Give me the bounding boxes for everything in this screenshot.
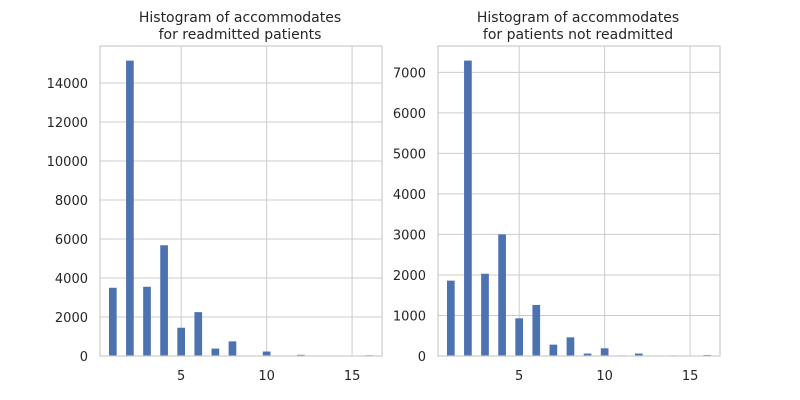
histogram-bar xyxy=(583,353,592,356)
axes-frame xyxy=(437,45,721,357)
histogram-bar xyxy=(211,348,220,356)
histogram-bar xyxy=(532,304,541,356)
y-tick-label: 2000 xyxy=(393,269,426,284)
histogram-not-readmitted: Histogram of accommodates for patients n… xyxy=(393,10,721,384)
chart-title-line-1: Histogram of accommodates xyxy=(139,10,341,26)
plot-area: 0 1000 2000 3000 4000 5000 6000 7000 5 10 15 xyxy=(393,45,721,384)
y-tick-label: 10000 xyxy=(47,155,88,170)
histogram-bar xyxy=(600,348,609,356)
y-tick-label: 7000 xyxy=(393,66,426,81)
histogram-bar xyxy=(498,234,506,356)
histogram-bar xyxy=(194,312,203,356)
histogram-bar xyxy=(515,318,524,356)
y-tick-label: 0 xyxy=(80,350,88,365)
histogram-bar xyxy=(566,337,575,356)
histogram-bar xyxy=(177,327,186,356)
y-tick-label: 1000 xyxy=(393,309,426,324)
histogram-bar xyxy=(464,60,472,357)
y-tick-label: 6000 xyxy=(55,233,88,248)
plot-area: 0 2000 4000 6000 8000 10000 12000 14000 5 10 15 xyxy=(47,45,383,384)
histogram-bar xyxy=(262,351,271,356)
y-tick-label: 2000 xyxy=(55,311,88,326)
histogram-bar xyxy=(143,286,151,356)
y-tick-label: 0 xyxy=(418,350,426,365)
chart-title-line-2: for readmitted patients xyxy=(159,27,322,43)
x-tick-label: 10 xyxy=(596,369,613,384)
x-tick-label: 15 xyxy=(682,369,699,384)
histogram-bar xyxy=(126,60,134,356)
y-tick-label: 8000 xyxy=(55,194,88,209)
histogram-bar xyxy=(108,287,117,356)
x-tick-label: 5 xyxy=(515,369,523,384)
x-tick-label: 10 xyxy=(258,369,275,384)
axes-frame xyxy=(99,45,383,357)
histogram-bar xyxy=(446,280,455,356)
y-tick-label: 3000 xyxy=(393,228,426,243)
chart-title-line-1: Histogram of accommodates xyxy=(477,10,679,26)
y-tick-label: 6000 xyxy=(393,107,426,122)
y-tick-label: 4000 xyxy=(393,188,426,203)
y-tick-label: 14000 xyxy=(47,77,88,92)
chart-title-line-2: for patients not readmitted xyxy=(483,27,673,43)
histogram-bar xyxy=(549,344,558,356)
x-tick-label: 5 xyxy=(177,369,185,384)
histogram-bar xyxy=(634,353,643,356)
y-tick-label: 12000 xyxy=(47,116,88,131)
y-tick-label: 5000 xyxy=(393,147,426,162)
histogram-bar xyxy=(228,341,237,356)
histogram-bar xyxy=(481,273,489,356)
histogram-bar xyxy=(160,245,168,356)
histogram-readmitted: Histogram of accommodates for readmitted… xyxy=(47,10,383,384)
x-tick-label: 15 xyxy=(344,369,361,384)
y-tick-label: 4000 xyxy=(55,272,88,287)
